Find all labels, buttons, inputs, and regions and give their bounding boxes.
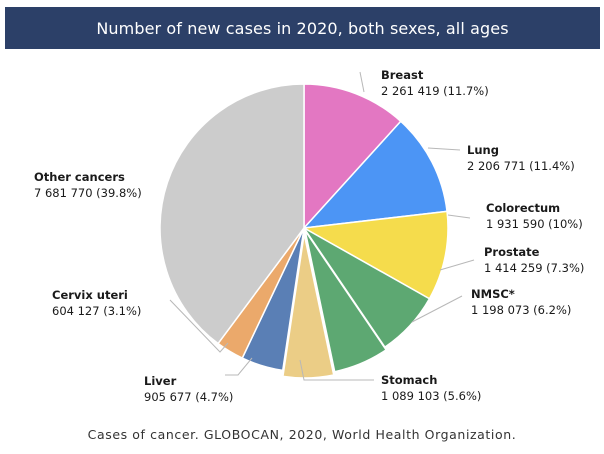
leader-line-liver: [225, 357, 253, 376]
slice-value-breast: 2 261 419 (11.7%): [381, 84, 489, 98]
slice-value-other-cancers: 7 681 770 (39.8%): [34, 186, 142, 200]
pie-slice-colorectum: [301, 210, 449, 300]
slice-value-cervix-uteri: 604 127 (3.1%): [52, 304, 141, 318]
leader-line-stomach: [299, 359, 374, 381]
slice-label-lung: Lung: [467, 143, 499, 157]
slice-label-stomach: Stomach: [381, 373, 437, 387]
slice-value-lung: 2 206 771 (11.4%): [467, 159, 575, 173]
slice-label-colorectum: Colorectum: [486, 201, 560, 215]
chart-title: Number of new cases in 2020, both sexes,…: [5, 7, 600, 49]
slice-value-colorectum: 1 931 590 (10%): [486, 217, 583, 231]
leader-line-nmsc: [411, 295, 463, 323]
pie-slice-lung: [302, 120, 448, 229]
slice-label-liver: Liver: [144, 374, 177, 388]
slice-value-liver: 905 677 (4.7%): [144, 390, 233, 404]
slice-label-prostate: Prostate: [484, 245, 540, 259]
slice-label-cervix-uteri: Cervix uteri: [52, 288, 128, 302]
leader-line-lung: [427, 147, 461, 151]
slice-label-nmsc: NMSC*: [471, 287, 515, 301]
slice-label-breast: Breast: [381, 68, 424, 82]
pie-slice-breast: [303, 83, 402, 230]
slice-value-nmsc: 1 198 073 (6.2%): [471, 303, 571, 317]
pie-slice-nmsc: [304, 230, 388, 373]
slice-label-other-cancers: Other cancers: [34, 170, 125, 184]
leader-line-colorectum: [447, 214, 471, 219]
leader-line-breast: [359, 71, 365, 93]
leader-line-prostate: [439, 259, 475, 271]
leader-line-cervix-uteri: [169, 299, 229, 353]
pie-slice-other-cancers: [159, 83, 305, 345]
chart-caption: Cases of cancer. GLOBOCAN, 2020, World H…: [87, 427, 517, 442]
slice-value-stomach: 1 089 103 (5.6%): [381, 389, 481, 403]
slice-value-prostate: 1 414 259 (7.3%): [484, 261, 584, 275]
pie-slice-stomach: [282, 233, 335, 379]
